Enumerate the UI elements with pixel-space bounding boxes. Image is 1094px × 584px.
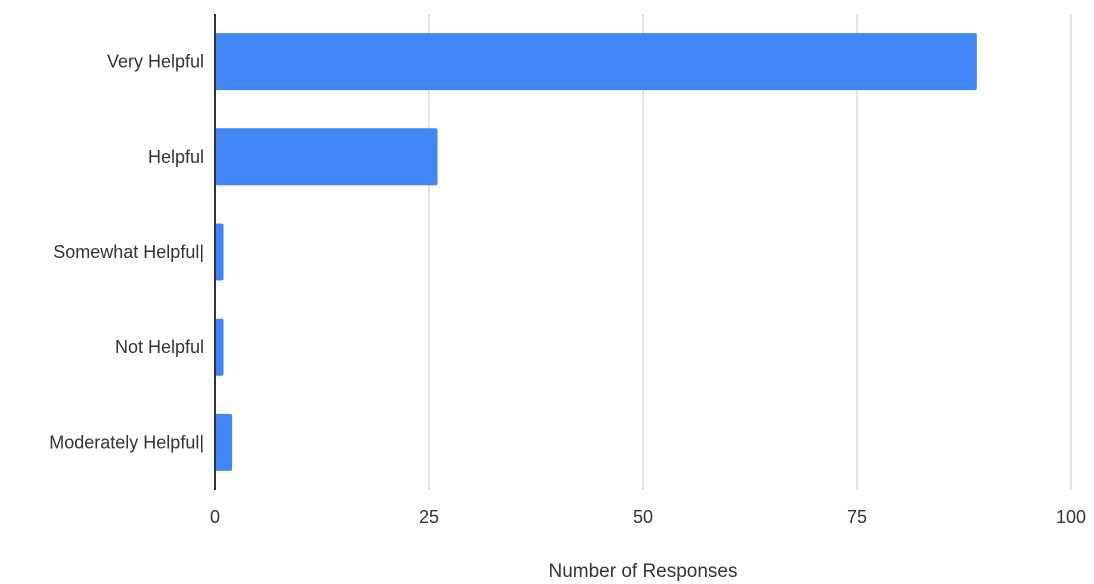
bar (215, 128, 438, 186)
x-tick-label: 75 (847, 507, 867, 527)
bar (215, 223, 224, 281)
x-tick-label: 50 (633, 507, 653, 527)
x-tick-label: 0 (210, 507, 220, 527)
bar (215, 33, 977, 91)
category-labels: Very Helpful Helpful Somewhat Helpful| Not … (49, 52, 204, 453)
category-label: Very Helpful (107, 52, 204, 72)
bar (215, 318, 224, 376)
x-tick-label: 100 (1056, 507, 1086, 527)
bars (215, 33, 977, 471)
grid-lines (428, 14, 1072, 490)
category-label: Not Helpful (115, 337, 204, 357)
x-tick-label: 25 (419, 507, 439, 527)
bar (215, 413, 233, 471)
category-label: Somewhat Helpful| (53, 242, 204, 262)
x-axis-title: Number of Responses (548, 561, 737, 582)
category-label: Helpful (148, 147, 204, 167)
x-tick-labels: 0 25 50 75 100 (210, 507, 1086, 527)
category-label: Moderately Helpful| (49, 432, 204, 452)
